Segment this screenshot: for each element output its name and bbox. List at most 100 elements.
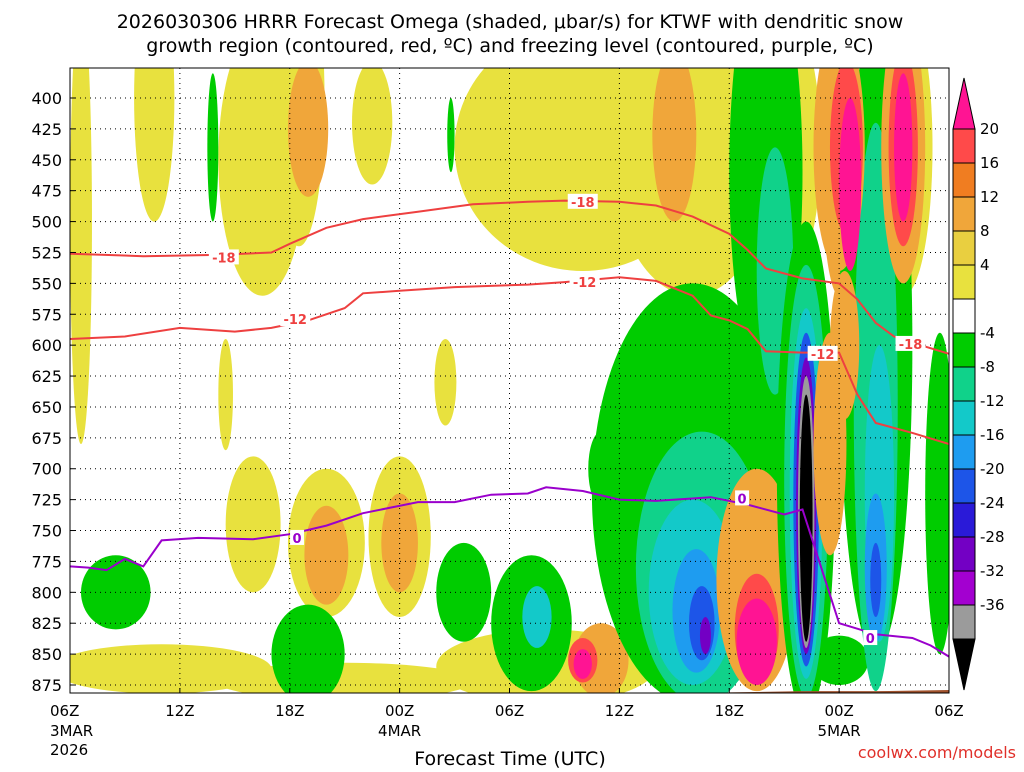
x-tick-label: 06Z [934, 702, 963, 720]
x-tick-sublabel: 3MAR [50, 722, 93, 740]
colorbar-label: -36 [980, 596, 1005, 614]
contour-label-bg-3 [280, 311, 311, 327]
y-tick-label: 750 [31, 522, 62, 541]
colorbar-segment-12 [952, 502, 976, 538]
colorbar-label: -4 [980, 324, 995, 342]
colorbar-label: 20 [980, 120, 999, 138]
shade-magenta-18z [736, 598, 777, 685]
colorbar-segment-1 [952, 128, 976, 164]
colorbar-label: -12 [980, 392, 1005, 410]
y-tick-label: 725 [31, 491, 62, 510]
chart-title-line2: growth region (contoured, red, ºC) and f… [146, 35, 873, 57]
contour-label-6: 0 [293, 532, 302, 547]
credit-text[interactable]: coolwx.com/models [858, 743, 1016, 762]
contour-label-bg-6 [290, 529, 305, 545]
colorbar-segment-6 [952, 298, 976, 334]
y-tick-label: 675 [31, 429, 62, 448]
contour-label-bg-4 [569, 274, 600, 290]
colorbar-segment-15 [952, 604, 976, 640]
y-tick-label: 525 [31, 243, 62, 262]
colorbar-label: -32 [980, 562, 1005, 580]
shade-yellow-mid-1 [434, 338, 457, 426]
contour-label-bg-8 [863, 630, 878, 646]
shade-green-mid-1 [436, 542, 492, 642]
shade-magenta-right [894, 73, 913, 222]
y-tick-label: 475 [31, 182, 62, 201]
colorbar-segment-10 [952, 434, 976, 470]
y-tick-label: 450 [31, 151, 62, 170]
colorbar: 20 16 12 8 4 -4 -8 -12 -16 -20 -24 -28 -32 -36 [952, 77, 1005, 691]
contour-label-bg-5 [807, 345, 838, 361]
y-tick-label: 800 [31, 583, 62, 602]
x-tick-sublabel: 2026 [50, 741, 88, 759]
y-tick-label: 850 [31, 645, 62, 664]
shade-dblue-right [870, 542, 882, 618]
colorbar-segment-16 [952, 638, 976, 691]
contours: -18 -18 -18 -12 -12 -12 0 0 0 [70, 193, 949, 658]
colorbar-segment-11 [952, 468, 976, 504]
chart-title-line1: 2026030306 HRRR Forecast Omega (shaded, … [117, 11, 904, 33]
colorbar-segment-9 [952, 400, 976, 436]
x-tick-label: 06Z [50, 702, 79, 720]
y-tick-label: 550 [31, 274, 62, 293]
terrain [711, 689, 949, 693]
shade-purple-1 [699, 617, 711, 655]
contour-label-bg-2 [895, 335, 926, 351]
colorbar-label: 4 [980, 256, 990, 274]
x-tick-label: 00Z [824, 702, 853, 720]
y-tick-label: 400 [31, 89, 62, 108]
y-axis: 400 425 450 475 500 525 550 575 600 625 650 675 700 7… [31, 89, 75, 695]
shade-orange-top-1 [287, 68, 329, 197]
colorbar-label: -8 [980, 358, 995, 376]
x-tick-sublabel: 5MAR [818, 722, 861, 740]
colorbar-label: -20 [980, 460, 1005, 478]
y-tick-label: 650 [31, 398, 62, 417]
contour-label-5: -12 [811, 348, 835, 363]
x-tick-label: 18Z [715, 702, 744, 720]
y-tick-label: 825 [31, 614, 62, 633]
shade-magenta-low-left [573, 649, 592, 679]
shade-orange-top-2 [652, 68, 697, 222]
colorbar-label: -24 [980, 494, 1005, 512]
contour-label-bg-7 [735, 490, 750, 506]
colorbar-segment-14 [952, 570, 976, 606]
colorbar-label: 12 [980, 188, 999, 206]
contour-line-0 [70, 199, 949, 355]
colorbar-segment-5 [952, 264, 976, 300]
terrain-area [711, 689, 949, 693]
contour-label-bg-0 [208, 249, 239, 265]
contour-label-8: 0 [866, 632, 875, 647]
contour-label-7: 0 [738, 492, 747, 507]
x-tick-label: 12Z [605, 702, 634, 720]
shade-yellow-top-1 [134, 68, 175, 222]
shade-yellow-band-left [70, 68, 92, 444]
colorbar-label: -16 [980, 426, 1005, 444]
shade-yellow-low-1 [225, 456, 281, 593]
colorbar-segment-4 [952, 230, 976, 266]
y-tick-label: 700 [31, 460, 62, 479]
shade-yellow-top-4 [352, 68, 393, 185]
colorbar-label: -28 [980, 528, 1005, 546]
shade-green-top-1 [207, 73, 219, 222]
colorbar-segment-13 [952, 536, 976, 572]
y-tick-label: 425 [31, 120, 62, 139]
contour-label-bg-1 [567, 193, 598, 209]
contour-label-1: -18 [571, 196, 595, 211]
colorbar-segment-3 [952, 196, 976, 232]
contour-label-0: -18 [212, 251, 236, 266]
x-tick-label: 18Z [275, 702, 304, 720]
y-tick-label: 500 [31, 213, 62, 232]
colorbar-label: 16 [980, 154, 999, 172]
contour-label-2: -18 [899, 338, 923, 353]
shade-green-right [925, 332, 949, 655]
colorbar-segment-8 [952, 366, 976, 402]
contour-line-2 [70, 486, 949, 658]
contour-label-3: -12 [283, 313, 307, 328]
shade-yellow-mid-2 [218, 338, 233, 451]
shade-green-left-low-2 [271, 604, 345, 693]
x-tick-label: 00Z [385, 702, 414, 720]
omega-shading [70, 68, 949, 693]
